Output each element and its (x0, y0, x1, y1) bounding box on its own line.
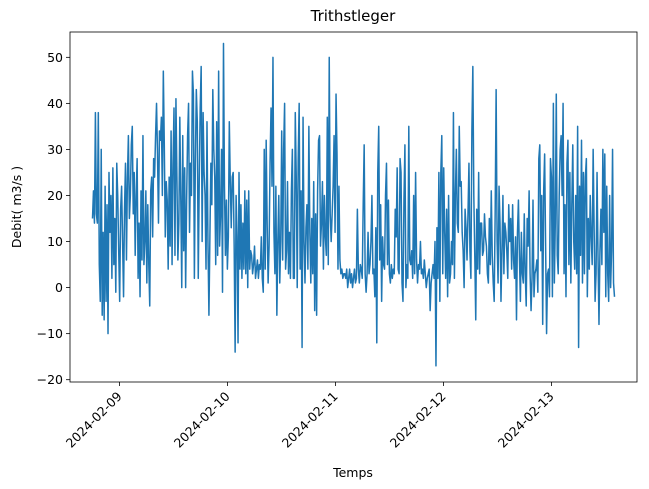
y-tick-label: 20 (47, 188, 63, 203)
y-tick-label: 40 (47, 96, 63, 111)
y-tick-label: 10 (47, 234, 63, 249)
x-axis-label: Temps (332, 465, 373, 480)
series-layer (91, 42, 616, 367)
y-axis-label: Debit( m3/s ) (9, 166, 24, 248)
y-tick-label: 30 (47, 142, 63, 157)
y-tick-label: 50 (47, 50, 63, 65)
y-tick-label: −10 (37, 326, 63, 341)
series-line-0 (91, 42, 616, 367)
y-axis: −20 −10 0 10 20 30 40 50 (37, 50, 70, 387)
y-tick-label: −20 (37, 372, 63, 387)
chart-title: Trithstleger (310, 7, 397, 25)
plot-frame (69, 31, 638, 383)
y-tick-label: 0 (55, 280, 63, 295)
